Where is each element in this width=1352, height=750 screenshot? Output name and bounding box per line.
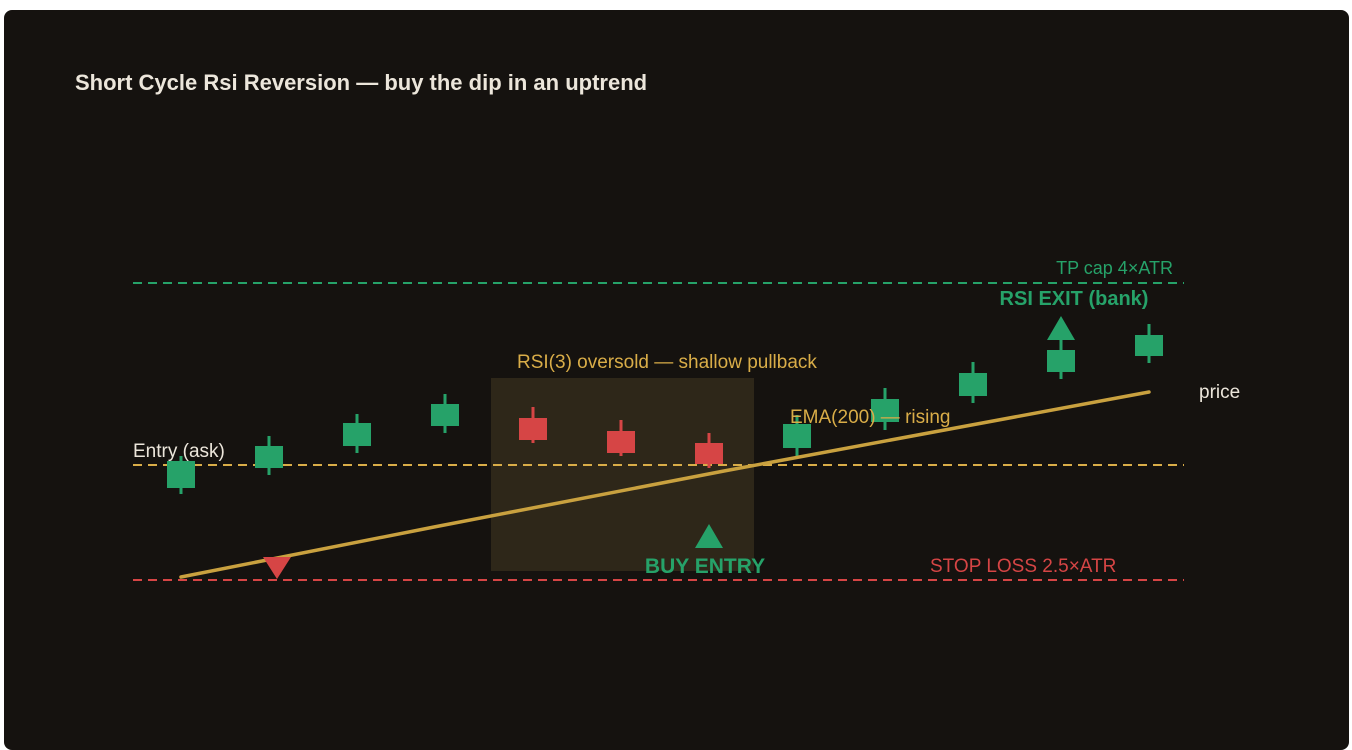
- bullish-candle: [431, 404, 459, 426]
- triangle-up-icon: [1047, 316, 1075, 340]
- bearish-candle: [607, 431, 635, 453]
- bullish-candle: [255, 446, 283, 468]
- rsi-exit-label: RSI EXIT (bank): [1000, 288, 1149, 310]
- triangle-up-icon: [695, 524, 723, 548]
- bullish-candle: [871, 399, 899, 422]
- triangle-down-icon: [263, 557, 291, 579]
- chart-panel: Short Cycle Rsi Reversion — buy the dip …: [4, 10, 1349, 750]
- buy-entry-label: BUY ENTRY: [645, 555, 765, 578]
- bearish-candle: [519, 418, 547, 440]
- price-label: price: [1199, 382, 1240, 403]
- bullish-candle: [343, 423, 371, 446]
- strategy-diagram: RSI(3) oversold — shallow pullback TP ca…: [133, 258, 1240, 581]
- bullish-candle: [783, 424, 811, 448]
- chart-title: Short Cycle Rsi Reversion — buy the dip …: [75, 70, 648, 95]
- stop-level-label: STOP LOSS 2.5×ATR: [930, 556, 1116, 577]
- tp-level-label: TP cap 4×ATR: [1056, 258, 1173, 278]
- candles-group: [167, 324, 1163, 494]
- ema-label: EMA(200) — rising: [790, 407, 951, 428]
- bullish-candle: [1047, 350, 1075, 372]
- bearish-candle: [695, 443, 723, 464]
- ema-line: [179, 390, 1151, 579]
- oversold-zone-label: RSI(3) oversold — shallow pullback: [517, 352, 817, 373]
- entry-level-label: Entry (ask): [133, 441, 225, 462]
- bullish-candle: [167, 461, 195, 488]
- bullish-candle: [959, 373, 987, 396]
- bullish-candle: [1135, 335, 1163, 356]
